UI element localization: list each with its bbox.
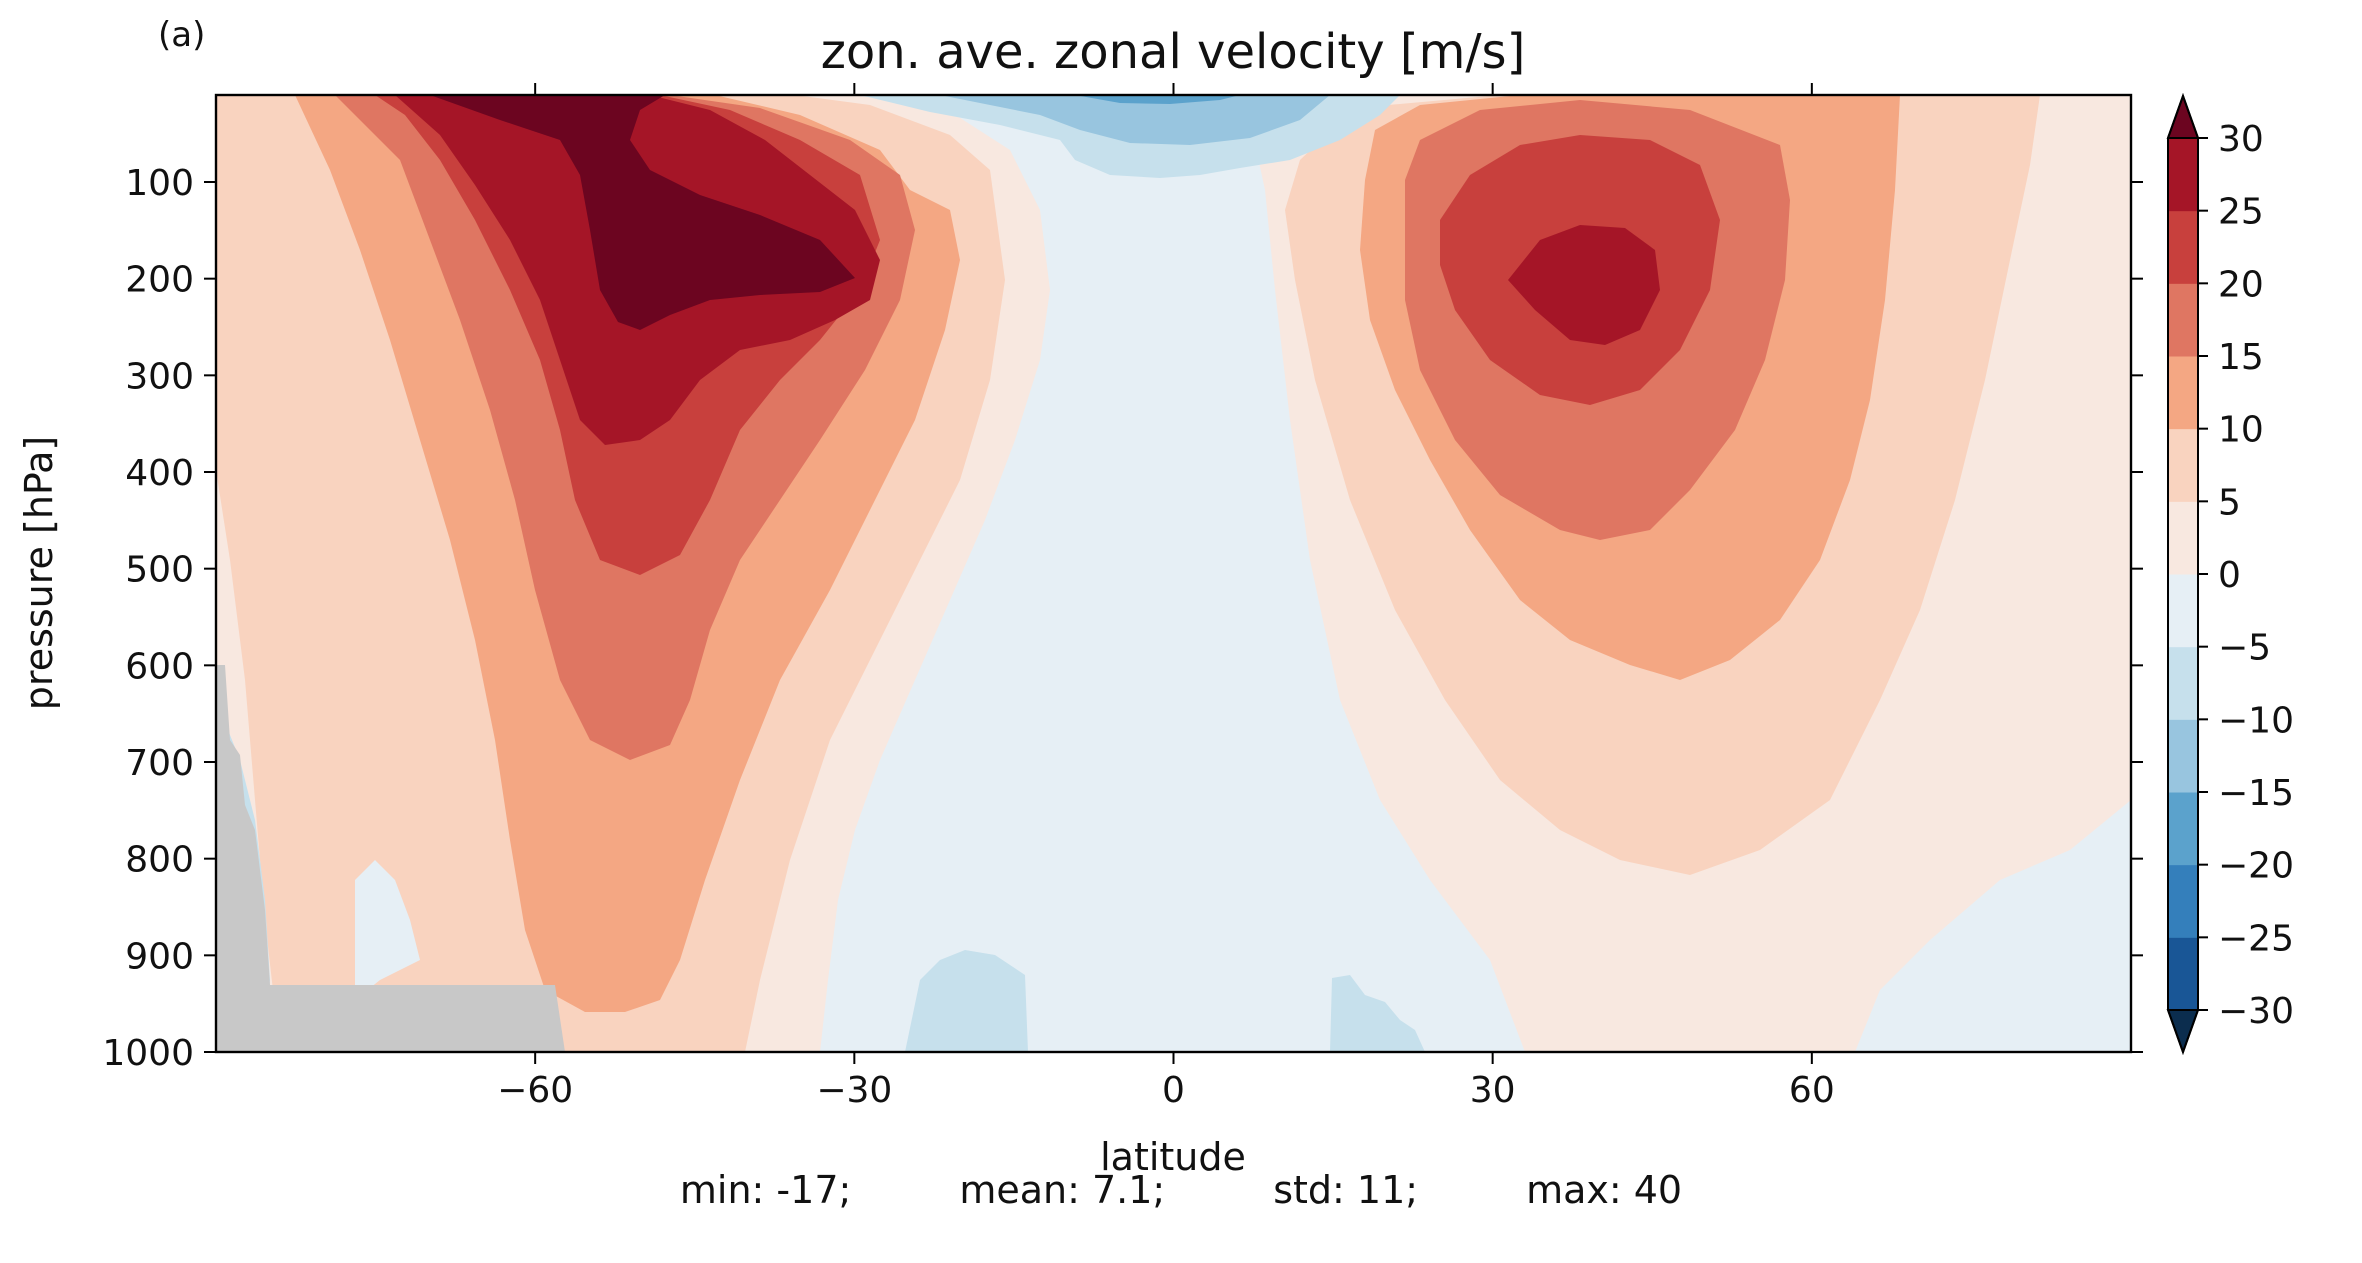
colorbar-extend-min xyxy=(2166,1009,2200,1055)
colorbar-tick-label: 20 xyxy=(2218,264,2264,305)
colorbar-segment xyxy=(2168,937,2198,1011)
contour-field xyxy=(216,95,2131,1052)
contour-fill-neg5-0-patch xyxy=(355,860,420,1000)
masked-topography xyxy=(216,665,565,1052)
colorbar: −30 −25 −20 −15 −10 −5 0 5 10 15 20 25 30 xyxy=(2166,93,2294,1055)
colorbar-tick-label: −10 xyxy=(2218,700,2294,741)
x-tick-label: 30 xyxy=(1470,1070,1516,1111)
y-axis: 100 200 300 400 500 600 700 800 900 1000 xyxy=(102,163,2143,1074)
colorbar-tick-label: 30 xyxy=(2218,119,2264,160)
stat-std: std: 11; xyxy=(1273,1168,1419,1212)
colorbar-segment xyxy=(2168,574,2198,648)
y-tick-label: 300 xyxy=(125,356,194,397)
y-tick-label: 400 xyxy=(125,453,194,494)
x-tick-label: 60 xyxy=(1789,1070,1835,1111)
stat-mean: mean: 7.1; xyxy=(959,1168,1166,1212)
colorbar-segment xyxy=(2168,719,2198,793)
colorbar-tick-label: −15 xyxy=(2218,773,2294,814)
y-tick-label: 200 xyxy=(125,260,194,301)
chart-title: zon. ave. zonal velocity [m/s] xyxy=(821,24,1526,80)
colorbar-segment xyxy=(2168,210,2198,284)
x-axis-label: latitude xyxy=(1100,1135,1246,1179)
colorbar-segment xyxy=(2168,792,2198,866)
stat-max: max: 40 xyxy=(1526,1168,1683,1212)
x-tick-label: −60 xyxy=(497,1070,573,1111)
colorbar-segment xyxy=(2168,356,2198,430)
contour-fill-neg15-neg10-tropics xyxy=(940,95,1330,145)
panel-label: (a) xyxy=(158,15,205,55)
y-axis-label: pressure [hPa] xyxy=(17,436,61,710)
contour-fill-neg10-neg5-lowlevel-north xyxy=(1330,975,1425,1052)
y-tick-label: 500 xyxy=(125,550,194,591)
colorbar-segment xyxy=(2168,428,2198,502)
colorbar-tick-label: 10 xyxy=(2218,410,2264,451)
colorbar-tick-label: 5 xyxy=(2218,482,2241,523)
y-tick-label: 1000 xyxy=(102,1033,194,1074)
colorbar-tick-label: −30 xyxy=(2218,991,2294,1032)
stat-min: min: -17; xyxy=(679,1168,852,1212)
x-axis: −60 −30 0 30 60 xyxy=(497,83,1835,1111)
colorbar-tick-label: −20 xyxy=(2218,846,2294,887)
colorbar-segment xyxy=(2168,864,2198,938)
colorbar-segment xyxy=(2168,646,2198,720)
y-tick-label: 100 xyxy=(125,163,194,204)
y-tick-label: 700 xyxy=(125,743,194,784)
colorbar-segment xyxy=(2168,283,2198,357)
x-tick-label: −30 xyxy=(816,1070,892,1111)
colorbar-tick-label: 0 xyxy=(2218,555,2241,596)
colorbar-tick-label: −5 xyxy=(2218,628,2271,669)
y-tick-label: 600 xyxy=(125,646,194,687)
contour-fill-25-30-north xyxy=(1508,225,1660,345)
colorbar-tick-label: 25 xyxy=(2218,192,2264,233)
colorbar-segment xyxy=(2168,501,2198,575)
contour-fill-neg10-neg5-lowlevel-south xyxy=(905,950,1028,1052)
summary-statistics: min: -17; mean: 7.1; std: 11; max: 40 xyxy=(0,1168,2362,1212)
colorbar-segment xyxy=(2168,138,2198,212)
colorbar-tick-label: −25 xyxy=(2218,918,2294,959)
contour-fill-neg15-neg20-tropics xyxy=(1075,95,1240,104)
y-tick-label: 900 xyxy=(125,936,194,977)
contour-fill-over-30 xyxy=(430,95,855,330)
y-tick-label: 800 xyxy=(125,840,194,881)
colorbar-tick-label: 15 xyxy=(2218,337,2264,378)
colorbar-extend-max xyxy=(2166,93,2200,139)
x-tick-label: 0 xyxy=(1162,1070,1185,1111)
